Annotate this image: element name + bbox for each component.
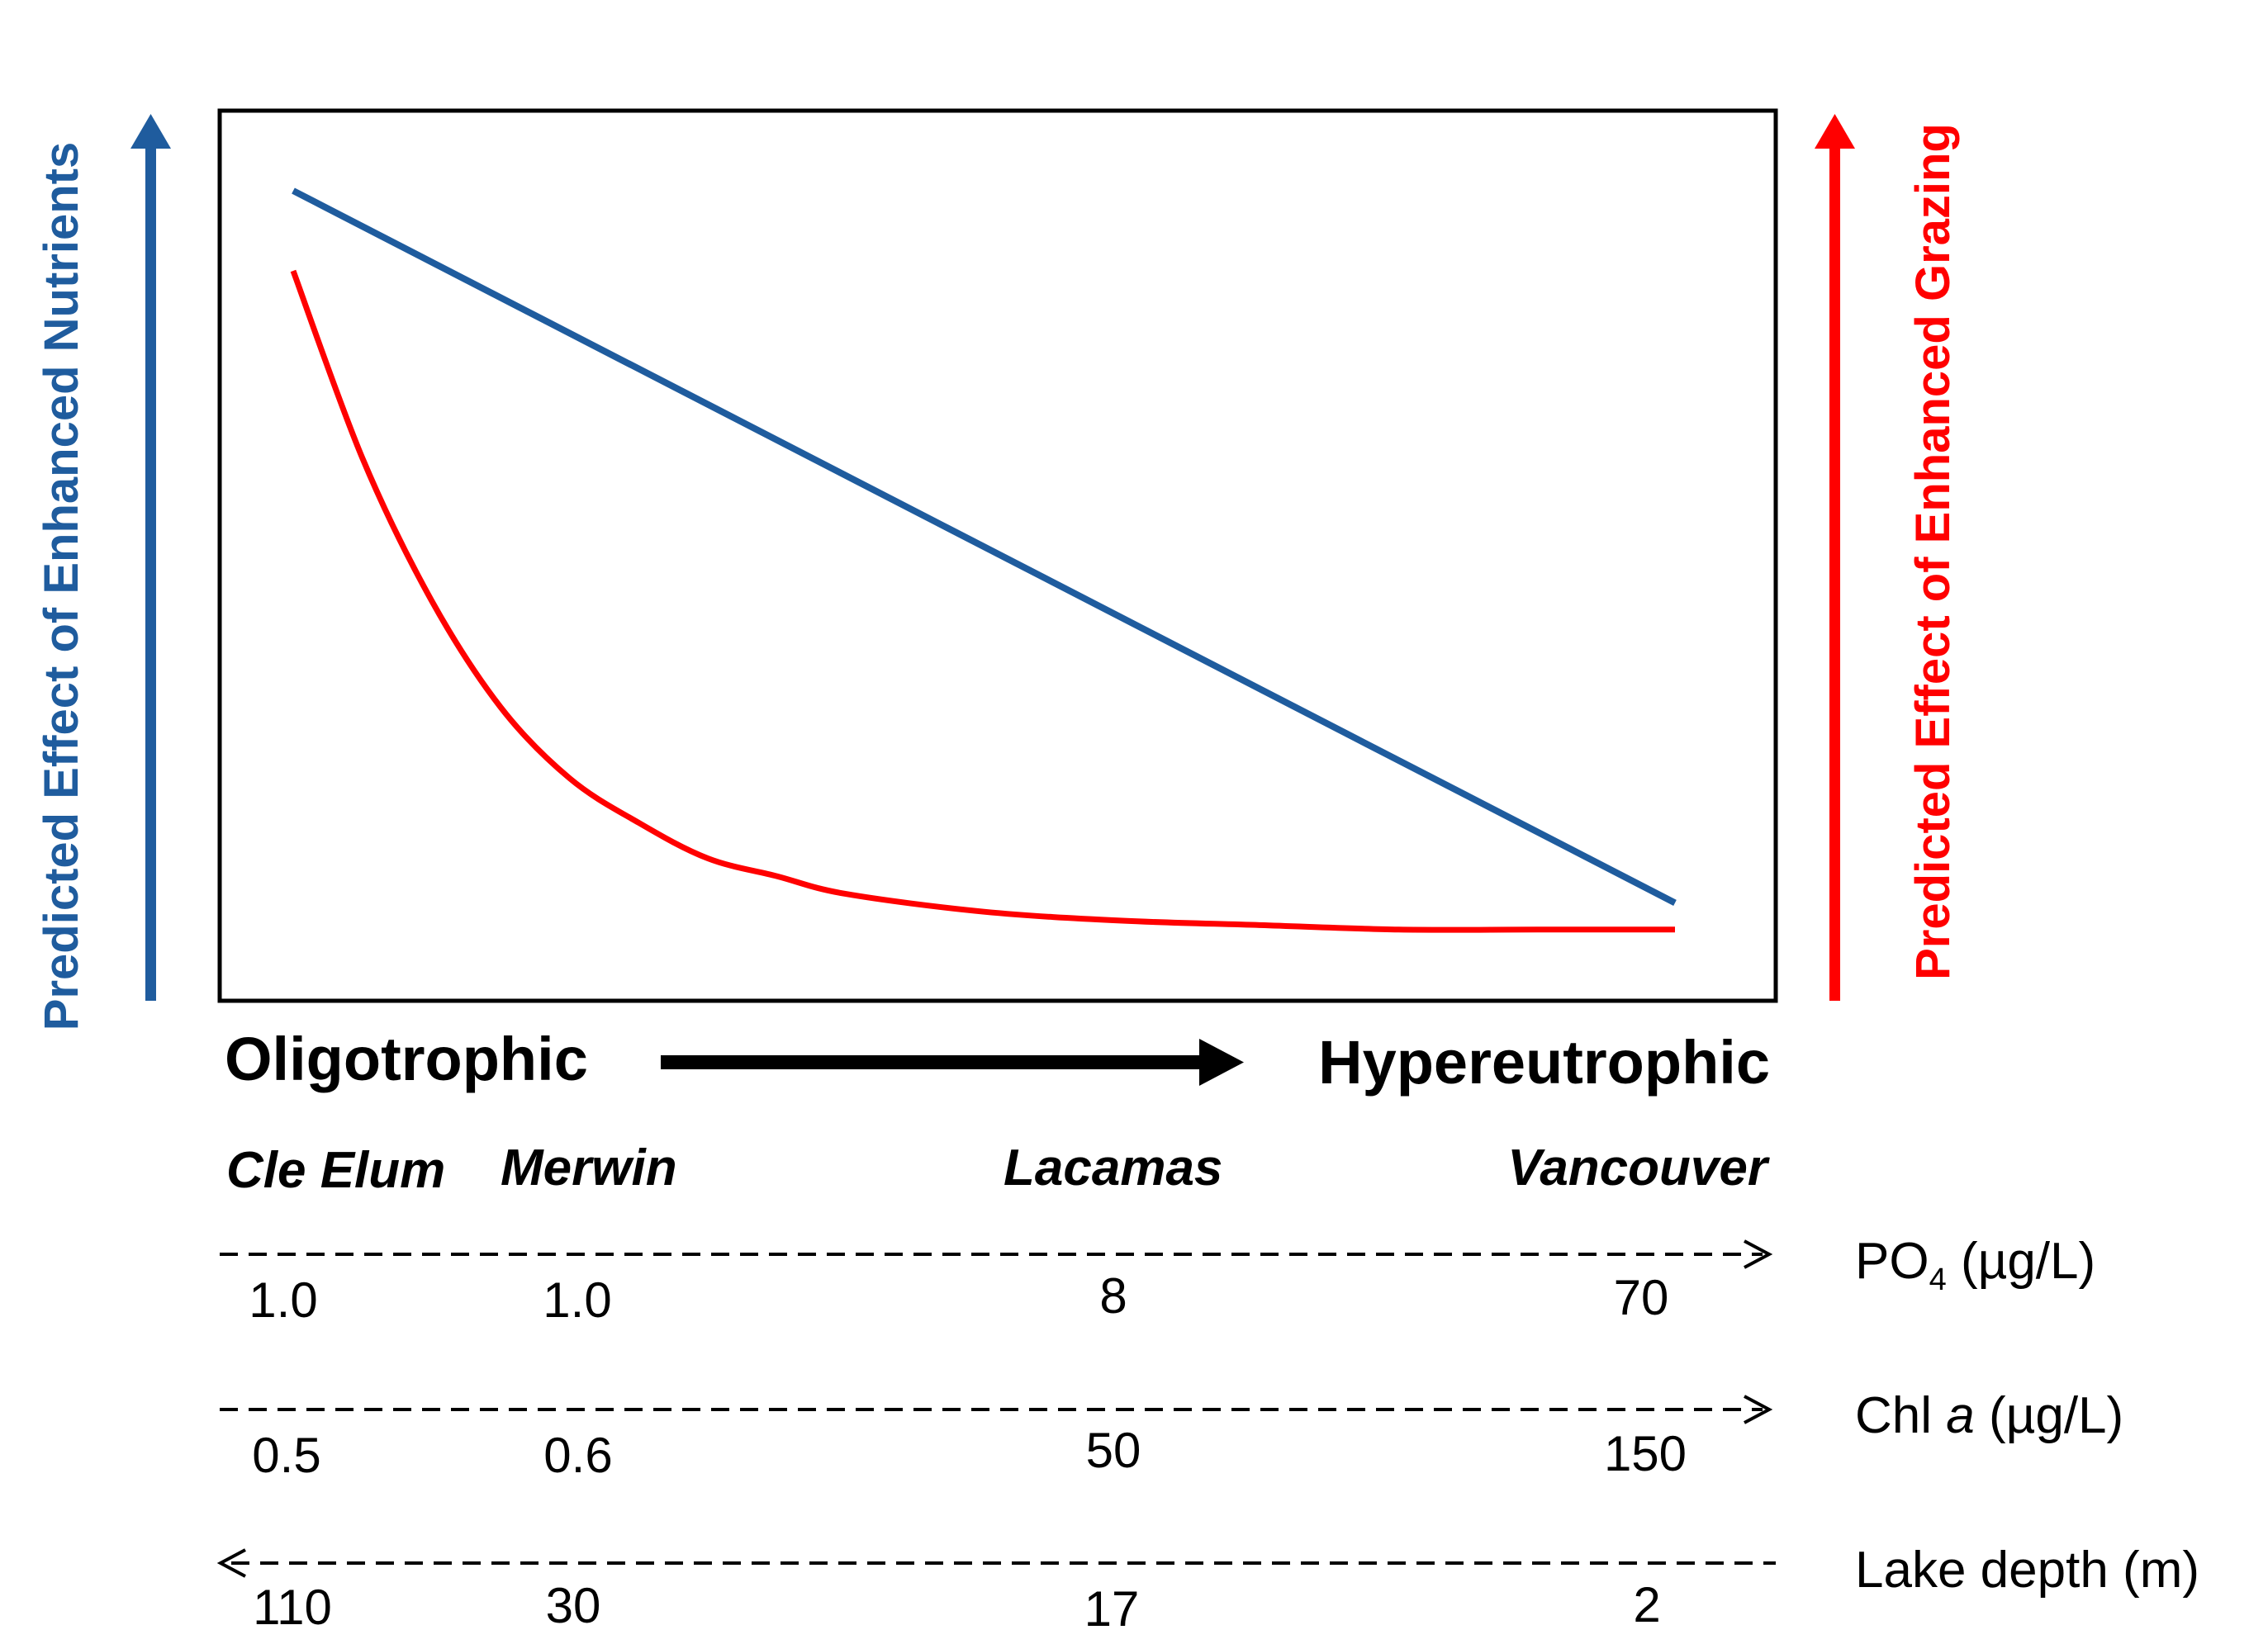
- chl-scale: Chl a (µg/L) 0.5 0.6 50 150: [220, 1387, 2123, 1483]
- chl-value: 150: [1604, 1426, 1687, 1481]
- oligotrophic-label: Oligotrophic: [225, 1025, 588, 1093]
- depth-value: 2: [1633, 1577, 1660, 1632]
- chl-label: Chl a (µg/L): [1855, 1387, 2123, 1444]
- grazing-line: [290, 269, 1675, 933]
- chl-value: 50: [1086, 1423, 1141, 1478]
- chl-arrowhead: [1744, 1395, 1773, 1424]
- depth-value: 30: [546, 1578, 601, 1633]
- depth-value: 110: [253, 1580, 332, 1635]
- chl-value: 0.6: [543, 1428, 612, 1483]
- right-axis-label: Predicted Effect of Enhanced Grazing: [1906, 123, 1960, 980]
- po4-value: 8: [1099, 1268, 1127, 1324]
- po4-value: 1.0: [249, 1272, 317, 1328]
- po4-arrowhead: [1744, 1239, 1773, 1269]
- po4-scale: PO4 (µg/L) 1.0 1.0 8 70: [220, 1233, 2095, 1328]
- trophic-gradient-arrow: [661, 1039, 1244, 1086]
- depth-label: Lake depth (m): [1855, 1542, 2199, 1599]
- lake-name: Lacamas: [1004, 1139, 1222, 1196]
- left-axis-label: Predicted Effect of Enhanced Nutrients: [35, 142, 88, 1030]
- lake-name: Cle Elum: [226, 1142, 445, 1199]
- depth-value: 17: [1084, 1581, 1140, 1637]
- hypereutrophic-label: Hypereutrophic: [1318, 1028, 1770, 1097]
- grazing-axis-arrow: [1815, 114, 1855, 1001]
- depth-arrowhead: [216, 1548, 246, 1578]
- lake-name: Vancouver: [1507, 1139, 1770, 1196]
- lake-name: Merwin: [501, 1139, 677, 1196]
- plot-frame: [217, 108, 1778, 1003]
- po4-label: PO4 (µg/L): [1855, 1233, 2095, 1297]
- nutrients-axis-arrow: [130, 114, 171, 1001]
- chl-value: 0.5: [252, 1428, 320, 1483]
- nutrients-line: [292, 187, 1677, 906]
- po4-value: 1.0: [543, 1272, 611, 1328]
- depth-scale: Lake depth (m) 110 30 17 2: [216, 1542, 2199, 1637]
- po4-value: 70: [1614, 1270, 1669, 1325]
